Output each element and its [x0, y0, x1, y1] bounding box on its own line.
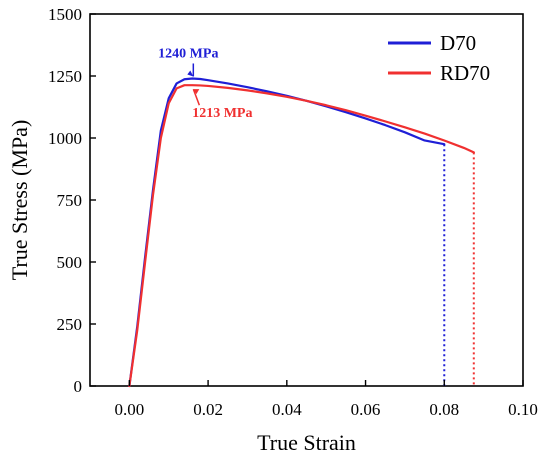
y-tick-label: 750 — [57, 191, 83, 210]
series-layer — [128, 77, 475, 388]
series-line-rd70 — [128, 84, 475, 388]
annotation-d70-peak: 1240 MPa — [158, 46, 218, 61]
x-tick-label: 0.04 — [272, 400, 302, 419]
y-tick-label: 500 — [57, 253, 83, 272]
x-axis-label: True Strain — [257, 430, 356, 455]
y-tick-label: 0 — [74, 377, 83, 396]
y-tick-label: 250 — [57, 315, 83, 334]
y-tick-label: 1250 — [48, 67, 82, 86]
x-tick-label: 0.10 — [508, 400, 538, 419]
legend-label-d70: D70 — [440, 31, 476, 55]
legend-label-rd70: RD70 — [440, 61, 490, 85]
annotation-d70-arrowhead — [187, 70, 194, 77]
annotation-rd70-arrowhead — [193, 89, 200, 95]
x-tick-label: 0.06 — [351, 400, 381, 419]
label-layer: True Strain True Stress (MPa) 1240 MPa 1213… — [7, 46, 356, 455]
annotation-rd70-arrow — [192, 88, 201, 106]
x-tick-label: 0.08 — [429, 400, 459, 419]
x-tick-label: 0.02 — [193, 400, 223, 419]
y-tick-label: 1500 — [48, 5, 82, 24]
axis-layer: 0 250 500 750 1000 1250 1500 0.00 0.02 0.04 0.06 0.… — [48, 5, 538, 419]
x-tick-label: 0.00 — [114, 400, 144, 419]
annotation-rd70-peak: 1213 MPa — [192, 106, 252, 121]
legend: D70 RD70 — [388, 31, 490, 85]
y-axis-label: True Stress (MPa) — [7, 120, 32, 281]
y-tick-label: 1000 — [48, 129, 82, 148]
